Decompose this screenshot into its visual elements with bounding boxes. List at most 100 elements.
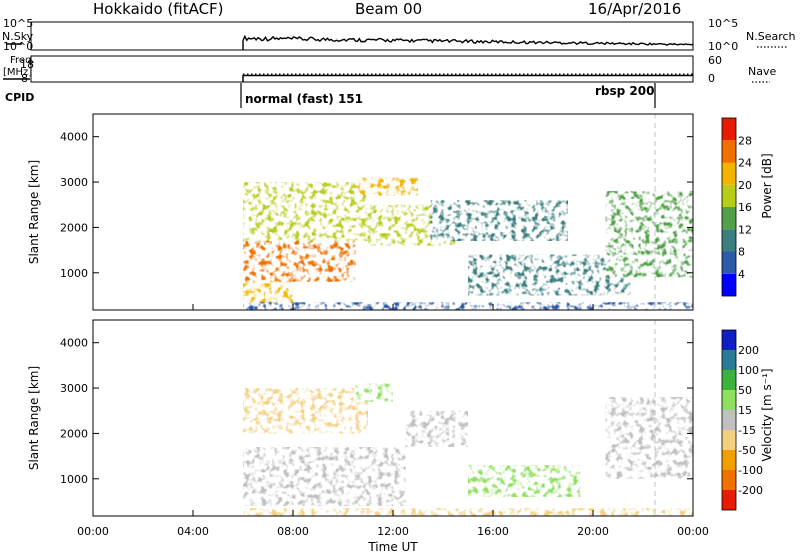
nsearch-tick-top: 10^5 — [708, 17, 738, 30]
cpid-mode-2: rbsp 200 — [595, 84, 654, 98]
colorbar-swatch — [722, 162, 736, 185]
y-tick-label: 1000 — [60, 473, 88, 486]
cpid-mode-1: normal (fast) 151 — [245, 92, 363, 106]
colorbar-swatch — [722, 430, 736, 450]
power-echo-layer — [243, 177, 693, 310]
colorbar-tick-label: 16 — [738, 201, 752, 214]
date-label: 16/Apr/2016 — [588, 0, 681, 18]
echo-region-5 — [430, 200, 568, 241]
colorbar-tick-label: 50 — [738, 384, 752, 397]
echo-region-6 — [468, 254, 631, 296]
colorbar-tick-label: 20 — [738, 179, 752, 192]
x-tick-label: 16:00 — [477, 525, 509, 538]
nave-label: Nave — [748, 65, 776, 78]
y-tick-label: 4000 — [60, 337, 88, 350]
colorbar-swatch — [722, 470, 736, 490]
colorbar-tick-label: 12 — [738, 223, 752, 236]
nsearch-label: N.Search — [746, 30, 796, 43]
colorbar-swatch — [722, 410, 736, 430]
colorbar-tick-label: -200 — [738, 484, 763, 497]
colorbar-tick-label: 15 — [738, 404, 752, 417]
nsky-tick-top: 10^5 — [3, 17, 33, 30]
colorbar-tick-label: 28 — [738, 134, 752, 147]
colorbar-swatch — [722, 184, 736, 208]
colorbar-tick-label: 24 — [738, 157, 752, 170]
echo-region-5 — [605, 397, 693, 479]
freq-label-line1: Freq. — [10, 55, 35, 66]
echo-region-2 — [355, 383, 393, 402]
colorbar-tick-label: 4 — [738, 268, 745, 281]
colorbar-swatch — [722, 140, 736, 163]
echo-region-2 — [243, 182, 368, 242]
x-tick-label: 08:00 — [277, 525, 309, 538]
velocity-colorbar-label: Velocity [m s⁻¹] — [760, 368, 774, 461]
power-y-axis: 1000 2000 3000 4000 — [60, 131, 693, 280]
x-tick-label: 00:00 — [677, 525, 709, 538]
y-tick-label: 4000 — [60, 131, 88, 144]
colorbar-swatch — [722, 118, 736, 141]
colorbar-swatch — [722, 330, 736, 350]
colorbar-tick-label: -15 — [738, 424, 756, 437]
time-x-axis: 00:00 04:00 08:00 12:00 16:00 20:00 00:00 — [77, 304, 709, 538]
echo-region-3 — [405, 410, 468, 447]
freq-label-line2: [MHz] — [3, 67, 32, 78]
x-tick-label: 00:00 — [77, 525, 109, 538]
colorbar-frame — [721, 117, 737, 297]
nave-tick-bottom: 0 — [708, 72, 715, 85]
time-xlabel: Time UT — [367, 540, 418, 554]
freq-line — [242, 74, 693, 82]
colorbar-swatch — [722, 450, 736, 470]
colorbar-tick-label: 200 — [738, 344, 759, 357]
beam-label: Beam 00 — [355, 0, 422, 18]
x-tick-label: 20:00 — [577, 525, 609, 538]
y-tick-label: 1000 — [60, 267, 88, 280]
echo-region-4 — [468, 465, 581, 497]
y-tick-label: 3000 — [60, 382, 88, 395]
nsearch-tick-bottom: 10^0 — [708, 40, 738, 53]
velocity-echo-layer — [243, 383, 693, 516]
colorbar-swatch — [722, 490, 736, 510]
radar-title: Hokkaido (fitACF) — [93, 0, 224, 18]
power-colorbar: 4 8 12 16 20 24 28 — [721, 117, 752, 297]
echo-region-8 — [243, 302, 693, 310]
colorbar-frame — [721, 329, 737, 511]
freq-tick-bottom: 8 — [21, 72, 28, 85]
x-tick-label: 12:00 — [377, 525, 409, 538]
echo-region-0 — [243, 241, 356, 282]
freq-panel — [30, 55, 694, 83]
y-tick-label: 2000 — [60, 427, 88, 440]
nsky-line — [242, 34, 694, 50]
echo-region-7 — [605, 191, 693, 278]
colorbar-tick-label: -50 — [738, 444, 756, 457]
colorbar-swatch — [722, 350, 736, 370]
nsky-tick-bottom: 10^0 — [3, 40, 33, 53]
cpid-label: CPID — [5, 91, 34, 104]
nave-tick-top: 60 — [708, 54, 722, 67]
colorbar-swatch — [722, 370, 736, 390]
x-tick-label: 04:00 — [177, 525, 209, 538]
nsky-label: N.Sky — [2, 30, 34, 43]
freq-tick-top-right: 18 — [20, 58, 34, 71]
velocity-ylabel: Slant Range [km] — [27, 366, 41, 470]
colorbar-swatch — [722, 207, 736, 230]
echo-region-3 — [355, 177, 418, 196]
power-ylabel: Slant Range [km] — [27, 160, 41, 264]
colorbar-swatch — [722, 251, 736, 274]
colorbar-tick-label: -100 — [738, 464, 763, 477]
y-tick-label: 3000 — [60, 176, 88, 189]
y-tick-label: 2000 — [60, 221, 88, 234]
echo-region-0 — [243, 447, 406, 506]
echo-region-1 — [243, 281, 293, 305]
echo-region-6 — [243, 508, 693, 516]
colorbar-swatch — [722, 390, 736, 410]
echo-region-1 — [243, 388, 368, 434]
nsky-panel — [30, 21, 694, 51]
colorbar-swatch — [722, 273, 736, 297]
colorbar-swatch — [722, 229, 736, 252]
velocity-y-axis: 1000 2000 3000 4000 — [60, 337, 693, 486]
colorbar-tick-label: 100 — [738, 364, 759, 377]
power-colorbar-label: Power [dB] — [760, 153, 774, 218]
velocity-colorbar: -200 -100 -50 -15 15 50 100 200 — [721, 329, 763, 511]
colorbar-tick-label: 8 — [738, 246, 745, 259]
